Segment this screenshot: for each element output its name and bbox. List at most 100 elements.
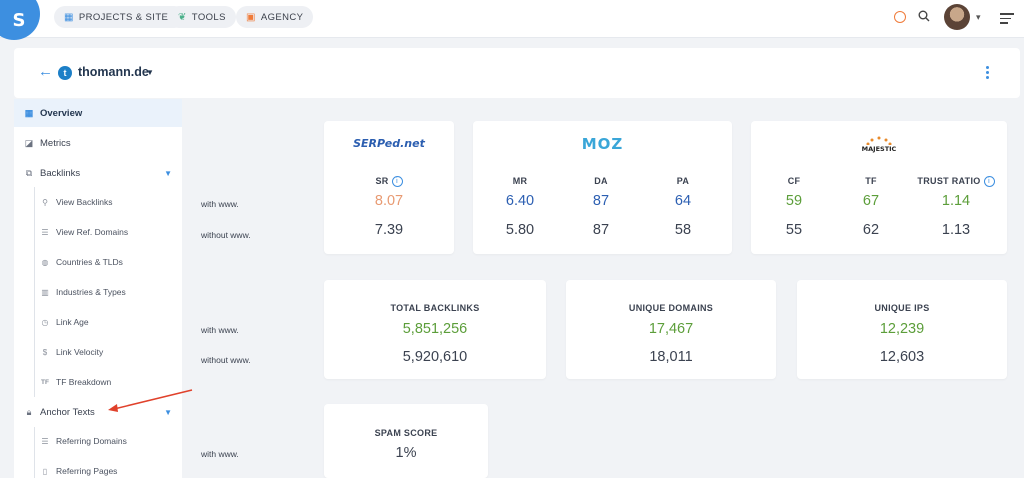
- sr-header: SR i: [324, 176, 454, 188]
- link-icon: ⚲: [42, 197, 48, 207]
- nav-projects-label: PROJECTS & SITES: [78, 11, 175, 23]
- sr-with-value: 8.07: [374, 193, 404, 209]
- domain-name[interactable]: thomann.de: [78, 65, 149, 79]
- leaf-icon: ❦: [178, 11, 187, 23]
- menu-icon[interactable]: [1000, 13, 1014, 27]
- info-icon[interactable]: i: [983, 176, 995, 188]
- unique-ips-with-value: 12,239: [879, 321, 925, 337]
- info-icon[interactable]: i: [391, 176, 403, 188]
- page-icon: ▯: [42, 466, 48, 476]
- chart-icon: ◪: [24, 137, 34, 148]
- trust-ratio-without-value: 1.13: [941, 222, 971, 238]
- nav-agency-label: AGENCY: [260, 11, 304, 23]
- total-backlinks-without-value: 5,920,610: [402, 349, 468, 365]
- sidebar-item-label: Referring Domains: [56, 436, 127, 446]
- serped-logo: SERPed.net: [353, 137, 425, 150]
- sidebar-item-referring-pages[interactable]: ▯ Referring Pages: [14, 457, 182, 478]
- unique-domains-header: UNIQUE DOMAINS: [628, 303, 714, 313]
- total-backlinks-card: TOTAL BACKLINKS 5,851,256 5,920,610: [324, 280, 546, 379]
- clock-icon: ◷: [41, 317, 49, 327]
- building-icon: ▥: [41, 287, 49, 297]
- sidebar-item-industries-types[interactable]: ▥ Industries & Types: [14, 278, 182, 306]
- more-options-icon[interactable]: [986, 66, 990, 81]
- list-icon: ☰: [41, 436, 49, 446]
- chevron-down-icon[interactable]: ▼: [146, 68, 154, 77]
- pa-without-value: 58: [674, 222, 692, 238]
- globe-icon: ◍: [41, 257, 49, 267]
- trust-ratio-with-value: 1.14: [941, 193, 971, 209]
- domain-bar: ← t thomann.de ▼: [14, 48, 1020, 98]
- nav-tools-label: TOOLS: [191, 11, 226, 23]
- total-backlinks-with-value: 5,851,256: [402, 321, 468, 337]
- tf-header: TF: [865, 176, 877, 186]
- serped-card: SERPed.net SR i 8.07 7.39: [324, 121, 454, 254]
- lock-icon: 🔒︎: [26, 406, 32, 417]
- chevron-down-icon[interactable]: ▼: [164, 168, 172, 178]
- unique-ips-without-value: 12,603: [879, 349, 925, 365]
- nav-tools[interactable]: ❦ TOOLS: [168, 6, 236, 28]
- da-without-value: 87: [592, 222, 610, 238]
- row-label-without-www: without www.: [201, 230, 251, 240]
- user-avatar[interactable]: [944, 4, 970, 30]
- sidebar-item-anchor-texts[interactable]: 🔒︎ Anchor Texts ▼: [14, 398, 182, 426]
- sidebar-item-label: Link Age: [56, 317, 89, 327]
- mr-with-value: 6.40: [505, 193, 535, 209]
- app-logo[interactable]: S: [0, 0, 40, 40]
- sidebar-item-view-ref-domains[interactable]: ☰ View Ref. Domains: [14, 218, 182, 246]
- sidebar-item-label: Metrics: [40, 137, 71, 149]
- sidebar-item-label: Link Velocity: [56, 347, 104, 357]
- sidebar-item-metrics[interactable]: ◪ Metrics: [14, 129, 182, 157]
- chevron-down-icon[interactable]: ▾: [976, 12, 981, 22]
- mr-header: MR: [512, 176, 528, 186]
- cf-without-value: 55: [785, 222, 803, 238]
- spam-score-header: SPAM SCORE: [374, 428, 438, 438]
- da-header: DA: [594, 176, 608, 186]
- sidebar-item-tf-breakdown[interactable]: TF TF Breakdown: [14, 368, 182, 396]
- sidebar-item-link-age[interactable]: ◷ Link Age: [14, 308, 182, 336]
- tf-with-value: 67: [862, 193, 880, 209]
- sidebar-item-countries-tlds[interactable]: ◍ Countries & TLDs: [14, 248, 182, 276]
- unique-ips-card: UNIQUE IPS 12,239 12,603: [797, 280, 1007, 379]
- top-bar: S ▦ PROJECTS & SITES ❦ TOOLS ▣ AGENCY ▾: [0, 0, 1024, 40]
- trust-ratio-header: TRUST RATIO i: [911, 176, 1001, 188]
- sidebar-item-label: Anchor Texts: [40, 406, 95, 418]
- search-icon[interactable]: [918, 10, 930, 22]
- pa-header: PA: [676, 176, 690, 186]
- grid-icon: ▦: [24, 107, 34, 118]
- tf-icon: TF: [41, 378, 49, 386]
- row-label-with-www: with www.: [201, 199, 239, 209]
- submenu-line: [34, 187, 35, 397]
- sidebar-item-referring-domains[interactable]: ☰ Referring Domains: [14, 427, 182, 455]
- sidebar-item-label: Backlinks: [40, 167, 81, 179]
- nav-agency[interactable]: ▣ AGENCY: [236, 6, 314, 28]
- sidebar-item-label: View Backlinks: [56, 197, 113, 207]
- majestic-crown-icon: [866, 136, 892, 145]
- chevron-down-icon[interactable]: ▼: [164, 407, 172, 417]
- briefcase-icon: ▣: [246, 11, 256, 23]
- lightbulb-icon[interactable]: [894, 11, 906, 23]
- cf-header: CF: [787, 176, 801, 186]
- sidebar-item-label: Industries & Types: [56, 287, 126, 297]
- grid-icon: ▦: [64, 11, 74, 23]
- row-label-with-www: with www.: [201, 449, 239, 459]
- unique-domains-without-value: 18,011: [649, 349, 693, 365]
- cf-with-value: 59: [785, 193, 803, 209]
- sidebar-item-label: TF Breakdown: [56, 377, 112, 387]
- pa-with-value: 64: [674, 193, 692, 209]
- moz-logo: MOZ: [581, 135, 624, 153]
- sidebar-item-backlinks[interactable]: ⧉ Backlinks ▼: [14, 159, 182, 187]
- unique-domains-with-value: 17,467: [648, 321, 694, 337]
- sr-without-value: 7.39: [374, 222, 404, 238]
- annotation-arrow-icon: [108, 389, 193, 412]
- domain-favicon: t: [58, 66, 72, 80]
- sidebar-item-overview[interactable]: ▦ Overview: [14, 99, 182, 127]
- sidebar-item-label: Referring Pages: [56, 466, 118, 476]
- sidebar-item-label: Countries & TLDs: [56, 257, 123, 267]
- sidebar-item-view-backlinks[interactable]: ⚲ View Backlinks: [14, 188, 182, 216]
- list-icon: ☰: [41, 227, 49, 237]
- nav-projects-sites[interactable]: ▦ PROJECTS & SITES: [54, 6, 185, 28]
- sidebar-item-link-velocity[interactable]: $ Link Velocity: [14, 338, 182, 366]
- back-arrow-icon[interactable]: ←: [38, 63, 53, 80]
- tf-without-value: 62: [862, 222, 880, 238]
- dollar-icon: $: [42, 347, 48, 357]
